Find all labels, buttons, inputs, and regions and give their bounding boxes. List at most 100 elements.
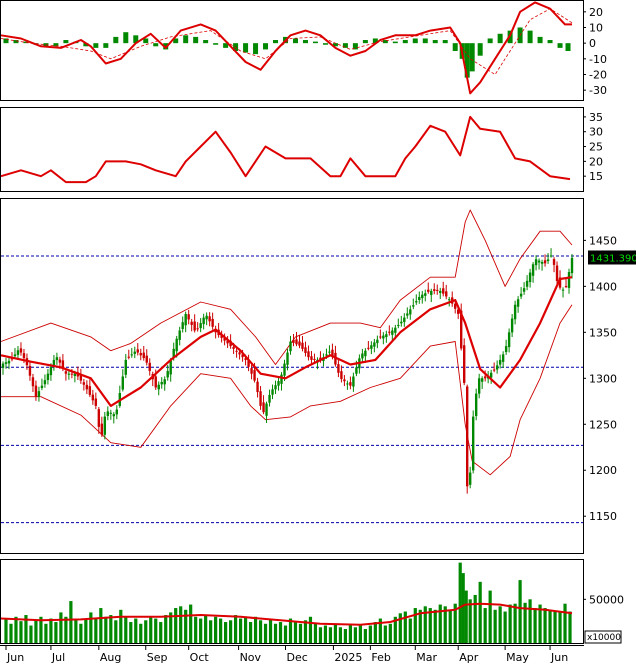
volume-bar (69, 601, 73, 643)
price-candle-body (516, 299, 520, 307)
price-candle-body (498, 359, 502, 365)
price-candle-body (370, 345, 373, 349)
macd-histogram-bar (432, 40, 438, 44)
price-candle-body (178, 330, 181, 340)
last-price-tag: 1431.390 (588, 250, 636, 265)
macd-histogram-bar (133, 35, 139, 44)
price-candle-body (501, 354, 505, 362)
price-candle-body (382, 335, 385, 339)
volume-bar (99, 608, 103, 643)
volume-bar (59, 612, 63, 643)
price-candle-body (79, 374, 83, 381)
last-price-label: 1431.390 (590, 253, 636, 264)
price-axis-tick-label: 1200 (589, 464, 617, 477)
price-candle-body (519, 293, 523, 297)
price-candle-body (40, 385, 44, 388)
price-candle-body (61, 360, 65, 369)
volume-bar (253, 616, 258, 643)
macd-histogram-bar (452, 43, 458, 51)
price-candle-body (418, 296, 421, 301)
price-candle-body (507, 332, 511, 348)
macd-histogram-bar (469, 43, 475, 72)
volume-bar (29, 625, 33, 643)
price-candle-body (325, 354, 328, 356)
macd-histogram-bar (412, 38, 418, 44)
macd-histogram-bar (362, 40, 368, 44)
volume-bar (238, 618, 243, 643)
macd-histogram-bar (547, 40, 553, 44)
price-candle-body (376, 339, 379, 344)
macd-histogram-bar (223, 43, 229, 48)
volume-bar (288, 618, 293, 643)
price-axis-tick-label: 1450 (589, 234, 617, 247)
price-candle-body (16, 350, 20, 355)
volume-bar (553, 611, 557, 643)
time-axis-label: Feb (371, 651, 390, 664)
price-candle-body (292, 339, 295, 343)
price-candle-body (49, 366, 53, 376)
time-axis-label: Nov (240, 651, 262, 664)
volume-bar (543, 608, 547, 643)
price-candle-body (142, 352, 145, 359)
price-candle-body (430, 290, 433, 296)
price-candle-body (364, 350, 367, 357)
price-candle-body (130, 354, 133, 356)
macd-histogram-bar (173, 38, 179, 44)
price-candle-body (226, 340, 229, 344)
price-candle-body (522, 288, 526, 292)
price-candle-body (543, 260, 547, 264)
volume-bar (538, 604, 542, 643)
price-candle-body (208, 316, 211, 322)
time-axis-label: Oct (190, 651, 210, 664)
volume-bar (323, 625, 328, 643)
macd-histogram-bar (13, 40, 19, 44)
volume-bar (408, 618, 412, 643)
volume-bar (568, 611, 572, 643)
volume-bar (9, 623, 13, 643)
volume-bar (64, 616, 68, 643)
price-candle-body (46, 373, 50, 381)
volume-bar (109, 615, 113, 643)
volume-bar (219, 618, 223, 643)
price-candle-body (163, 379, 166, 385)
price-candle-body (286, 352, 289, 365)
price-candle-body (241, 354, 244, 358)
volume-chart: 50000 (0, 562, 624, 643)
price-candle-body (403, 317, 406, 323)
volume-bar (263, 623, 268, 643)
price-candle-body (37, 391, 41, 397)
price-panel (0, 198, 584, 554)
volume-bar (199, 618, 203, 643)
volume-bar (49, 618, 53, 643)
price-candle-body (205, 315, 208, 320)
price-candle-body (232, 346, 235, 349)
volume-bar (248, 622, 253, 643)
volume-bar (443, 606, 447, 643)
price-candle-body (199, 323, 202, 329)
price-candle-body (495, 365, 499, 370)
macd-histogram-bar (487, 38, 493, 44)
volume-bar (159, 622, 163, 643)
volume-bar (548, 609, 552, 643)
price-candle-body (552, 259, 556, 265)
price-chart: 1450 1400 1350 1300 1250 1200 1150 (0, 209, 617, 523)
macd-axis-tick-label: 20 (589, 6, 603, 19)
volume-bar (528, 599, 532, 643)
macd-histogram-bar (302, 40, 308, 44)
price-candle-body (55, 357, 59, 361)
volume-bar (383, 625, 387, 643)
bollinger-lower-band (1, 304, 573, 476)
price-candle-body (546, 259, 550, 262)
volume-bar (368, 625, 372, 643)
volume-bar (139, 623, 143, 643)
time-axis-label: Jul (51, 651, 65, 664)
volume-bar (149, 616, 153, 643)
macd-panel (0, 0, 584, 101)
time-axis: Jun Jul Aug Sep Oct Nov Dec 2025 Feb Mar Apr May Jun (5, 645, 568, 664)
macd-histogram-bar (213, 43, 219, 45)
macd-histogram-bar (123, 32, 129, 44)
volume-bar (174, 608, 178, 643)
price-candle-body (531, 264, 535, 276)
macd-histogram-bar (527, 30, 533, 44)
volume-bar (24, 615, 28, 643)
